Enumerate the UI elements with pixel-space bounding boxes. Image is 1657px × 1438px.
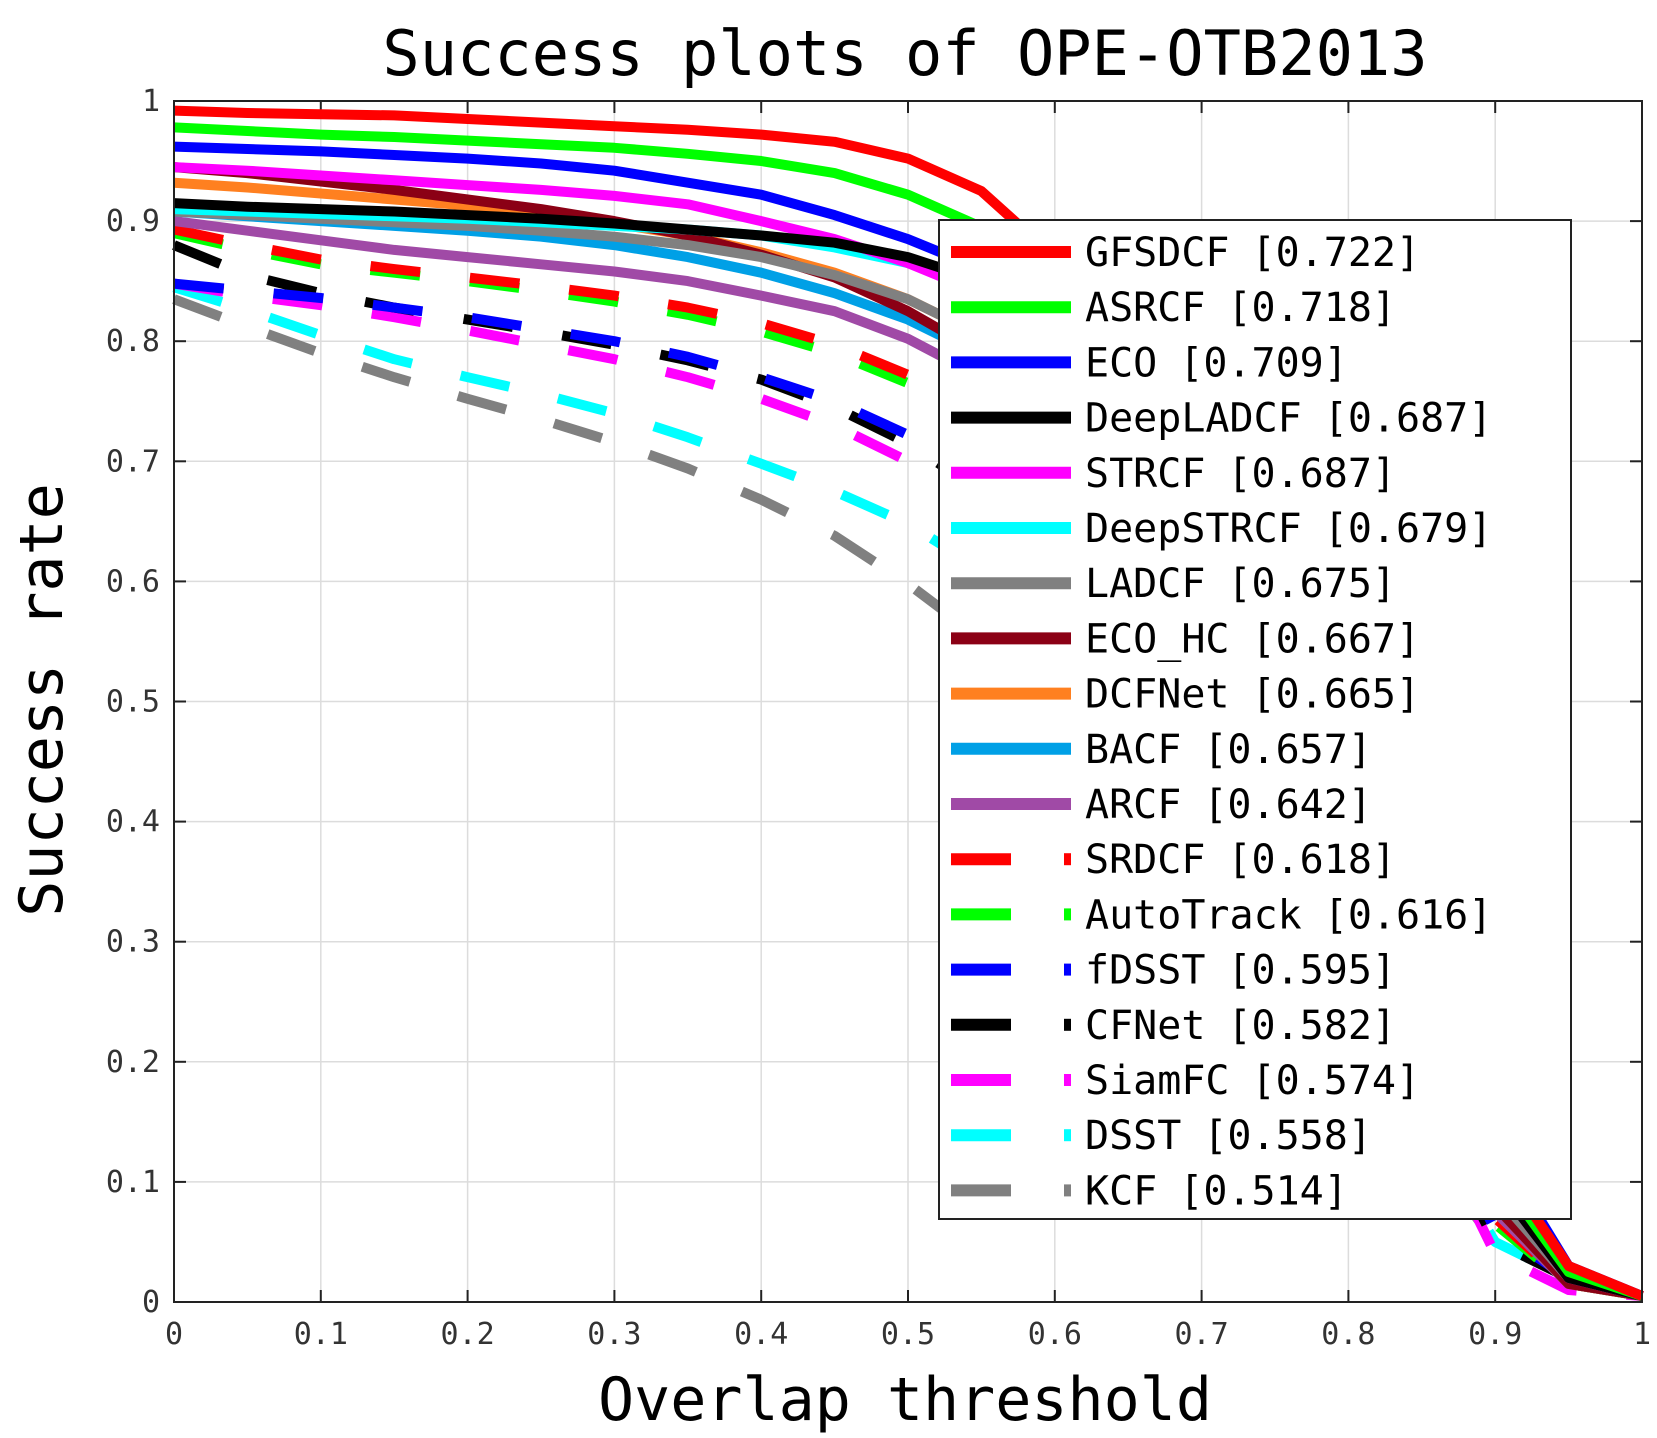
legend-label-siamfc: SiamFC [0.574]: [1085, 1058, 1420, 1104]
legend-label-fdsst: fDSST [0.595]: [1085, 948, 1396, 994]
series-line-srdcf: [172, 224, 1643, 1301]
legend-box: [938, 219, 1572, 1220]
legend-series-score: [0.679]: [1324, 506, 1493, 552]
legend-series-name: AutoTrack: [1085, 892, 1302, 938]
legend-label-srdcf: SRDCF [0.618]: [1085, 837, 1396, 883]
legend-series-name: ECO: [1085, 340, 1157, 386]
legend-series-name: BACF: [1085, 727, 1181, 773]
legend-series-score: [0.574]: [1252, 1058, 1421, 1104]
legend-series-score: [0.687]: [1324, 396, 1493, 442]
legend-series-name: STRCF: [1085, 451, 1205, 497]
legend-series-score: [0.665]: [1252, 672, 1421, 718]
plot-frame: [173, 100, 1643, 1303]
legend-label-eco: ECO [0.709]: [1085, 340, 1348, 386]
y-tick-label: 1: [142, 84, 160, 119]
legend-series-name: CFNet: [1085, 1003, 1205, 1049]
legend-label-bacf: BACF [0.657]: [1085, 727, 1372, 773]
legend-series-score: [0.709]: [1179, 340, 1348, 386]
legend-series-name: DCFNet: [1085, 672, 1230, 718]
x-tick-label: 0.8: [1321, 1317, 1375, 1352]
y-tick-label: 0: [142, 1285, 160, 1320]
legend-label-strcf: STRCF [0.687]: [1085, 451, 1396, 497]
y-tick-labels: 0 0.1 0.2 0.3 0.4 0.5 0.6 0.7 0.8 0.9 1: [106, 84, 160, 1320]
legend-label-cfnet: CFNet [0.582]: [1085, 1003, 1396, 1049]
x-tick-labels: 0 0.1 0.2 0.3 0.4 0.5 0.6 0.7 0.8 0.9 1: [165, 1317, 1651, 1352]
legend-series-score: [0.687]: [1227, 451, 1396, 497]
legend-label-dcfnet: DCFNet [0.665]: [1085, 672, 1420, 718]
legend-label-kcf: KCF [0.514]: [1085, 1168, 1348, 1214]
legend-series-score: [0.722]: [1252, 230, 1421, 276]
legend-label-eco-hc: ECO_HC [0.667]: [1085, 616, 1420, 662]
x-tick-label: 0.7: [1175, 1317, 1229, 1352]
legend-series-score: [0.667]: [1252, 616, 1421, 662]
y-tick-label: 0.1: [106, 1165, 160, 1200]
legend-series-score: [0.582]: [1227, 1003, 1396, 1049]
legend-label-autotrack: AutoTrack [0.616]: [1085, 892, 1492, 938]
legend-series-name: DeepSTRCF: [1085, 506, 1302, 552]
y-axis-label: Success rate: [7, 483, 77, 916]
legend-label-arcf: ARCF [0.642]: [1085, 782, 1372, 828]
x-tick-label: 0.9: [1468, 1317, 1522, 1352]
legend-label-ladcf: LADCF [0.675]: [1085, 561, 1396, 607]
legend-series-score: [0.657]: [1203, 727, 1372, 773]
x-axis-label: Overlap threshold: [598, 1365, 1212, 1435]
legend-series-score: [0.718]: [1227, 285, 1396, 331]
legend-series-name: GFSDCF: [1085, 230, 1230, 276]
y-tick-label: 0.4: [106, 805, 160, 840]
x-tick-label: 1: [1633, 1317, 1651, 1352]
legend-series-score: [0.514]: [1179, 1168, 1348, 1214]
y-tick-label: 0.6: [106, 564, 160, 599]
legend-series-score: [0.595]: [1227, 948, 1396, 994]
legend-series-name: ASRCF: [1085, 285, 1205, 331]
legend-series-name: DSST: [1085, 1113, 1181, 1159]
legend-series-name: LADCF: [1085, 561, 1205, 607]
legend-series-score: [0.616]: [1324, 892, 1493, 938]
legend-series-name: SRDCF: [1085, 837, 1205, 883]
y-tick-label: 0.5: [106, 685, 160, 720]
legend: GFSDCF [0.722] ASRCF [0.718] ECO [0.709] DeepL…: [938, 219, 1572, 1220]
legend-series-name: DeepLADCF: [1085, 396, 1302, 442]
y-tick-label: 0.9: [106, 204, 160, 239]
legend-label-gfsdcf: GFSDCF [0.722]: [1085, 230, 1420, 276]
y-tick-label: 0.2: [106, 1045, 160, 1080]
legend-series-score: [0.618]: [1227, 837, 1396, 883]
legend-series-name: ECO_HC: [1085, 616, 1230, 662]
x-tick-label: 0.1: [294, 1317, 348, 1352]
y-tick-label: 0.3: [106, 925, 160, 960]
x-tick-label: 0.4: [734, 1317, 788, 1352]
legend-series-name: fDSST: [1085, 948, 1205, 994]
y-tick-label: 0.8: [106, 324, 160, 359]
legend-label-deepstrcf: DeepSTRCF [0.679]: [1085, 506, 1492, 552]
x-tick-label: 0.5: [881, 1317, 935, 1352]
legend-series-score: [0.642]: [1203, 782, 1372, 828]
legend-series-name: KCF: [1085, 1168, 1157, 1214]
legend-label-asrcf: ASRCF [0.718]: [1085, 285, 1396, 331]
legend-series-score: [0.558]: [1203, 1113, 1372, 1159]
legend-label-deepladcf: DeepLADCF [0.687]: [1085, 396, 1492, 442]
y-tick-label: 0.7: [106, 444, 160, 479]
legend-label-dsst: DSST [0.558]: [1085, 1113, 1372, 1159]
x-tick-label: 0: [165, 1317, 183, 1352]
x-tick-label: 0.3: [587, 1317, 641, 1352]
legend-series-name: SiamFC: [1085, 1058, 1230, 1104]
legend-series-score: [0.675]: [1227, 561, 1396, 607]
chart-title: Success plots of OPE-OTB2013: [382, 17, 1427, 90]
legend-series-name: ARCF: [1085, 782, 1181, 828]
x-tick-label: 0.6: [1028, 1317, 1082, 1352]
x-tick-label: 0.2: [441, 1317, 495, 1352]
